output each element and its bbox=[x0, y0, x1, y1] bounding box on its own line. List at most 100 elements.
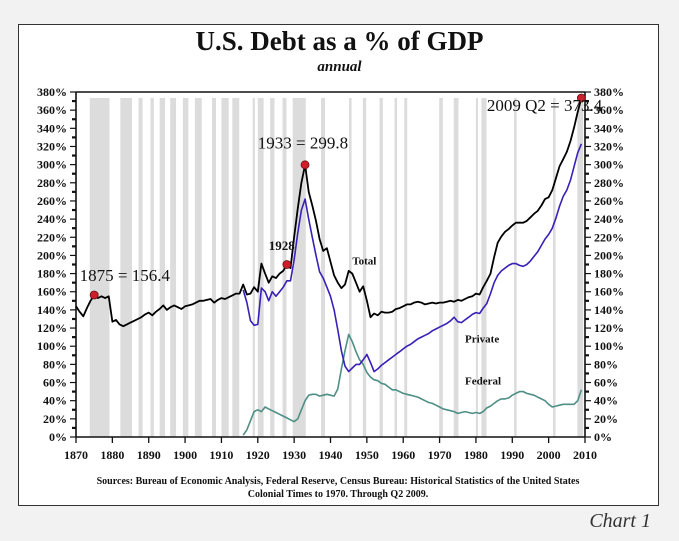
recession-band bbox=[89, 98, 110, 437]
y-tick-label-left: 320% bbox=[37, 139, 67, 153]
recession-band bbox=[120, 98, 132, 437]
y-tick-label-left: 220% bbox=[37, 230, 67, 244]
y-tick-label-left: 180% bbox=[37, 267, 67, 281]
recession-band bbox=[270, 98, 275, 437]
sources-line-1: Sources: Bureau of Economic Analysis, Fe… bbox=[96, 476, 580, 487]
y-tick-label-right: 200% bbox=[594, 248, 624, 262]
recession-band bbox=[453, 98, 459, 437]
chart-title: U.S. Debt as a % of GDP bbox=[195, 26, 484, 56]
y-tick-label-left: 0% bbox=[49, 430, 67, 444]
recession-band bbox=[349, 98, 352, 437]
recession-band bbox=[404, 98, 408, 437]
sources-line-2: Colonial Times to 1970. Through Q2 2009. bbox=[247, 489, 429, 500]
annotation-label: 1933 = 299.8 bbox=[258, 133, 348, 152]
y-tick-label-right: 220% bbox=[594, 230, 624, 244]
recession-band bbox=[577, 98, 584, 437]
recession-band bbox=[475, 98, 478, 437]
x-tick-label: 1870 bbox=[64, 448, 88, 462]
chart-subtitle: annual bbox=[317, 59, 362, 75]
axes: 0% 20% 40% 60% 80% 100% 120% 140% 160% 180% 200% 22… bbox=[37, 85, 624, 462]
y-tick-label-right: 300% bbox=[594, 158, 624, 172]
x-tick-label: 1990 bbox=[500, 448, 524, 462]
y-tick-label-left: 60% bbox=[43, 376, 67, 390]
sources-note: Sources: Bureau of Economic Analysis, Fe… bbox=[28, 475, 648, 501]
recession-band bbox=[439, 98, 443, 437]
series-label-total: Total bbox=[352, 256, 376, 268]
y-tick-label-left: 300% bbox=[37, 158, 67, 172]
annotation-label: 1875 = 156.4 bbox=[80, 266, 171, 285]
recession-band bbox=[321, 98, 326, 437]
series-line-private bbox=[242, 143, 583, 373]
y-tick-label-right: 40% bbox=[594, 394, 618, 408]
x-tick-label: 1900 bbox=[173, 448, 197, 462]
y-tick-label-right: 180% bbox=[594, 267, 624, 281]
y-tick-label-right: 280% bbox=[594, 176, 624, 190]
y-tick-label-right: 120% bbox=[594, 321, 624, 335]
y-tick-label-left: 340% bbox=[37, 121, 67, 135]
chart-number-tag: Chart 1 bbox=[589, 510, 651, 532]
recession-band bbox=[211, 98, 216, 437]
data-marker bbox=[300, 160, 310, 170]
series-label-private: Private bbox=[465, 334, 499, 346]
recession-band bbox=[292, 98, 306, 437]
recession-band bbox=[159, 98, 166, 437]
y-tick-label-left: 280% bbox=[37, 176, 67, 190]
recession-band bbox=[170, 98, 176, 437]
recession-band bbox=[194, 98, 202, 437]
y-tick-label-left: 120% bbox=[37, 321, 67, 335]
y-tick-label-left: 100% bbox=[37, 339, 67, 353]
x-tick-label: 1980 bbox=[464, 448, 488, 462]
x-tick-label: 1940 bbox=[319, 448, 343, 462]
x-tick-label: 1910 bbox=[209, 448, 233, 462]
y-tick-label-right: 140% bbox=[594, 303, 624, 317]
recession-band bbox=[150, 98, 154, 437]
x-tick-label: 1970 bbox=[428, 448, 452, 462]
y-tick-label-right: 160% bbox=[594, 285, 624, 299]
y-tick-label-right: 240% bbox=[594, 212, 624, 226]
x-tick-label: 1950 bbox=[355, 448, 379, 462]
x-tick-label: 2000 bbox=[537, 448, 561, 462]
y-tick-label-right: 100% bbox=[594, 339, 624, 353]
y-tick-label-right: 380% bbox=[594, 85, 624, 99]
x-tick-label: 1930 bbox=[282, 448, 306, 462]
series-lines bbox=[75, 97, 583, 436]
labels: 1875 = 156.4 1933 = 299.8 1928 2009 Q2 = 37… bbox=[80, 96, 603, 387]
y-tick-label-right: 320% bbox=[594, 139, 624, 153]
annotation-label: 2009 Q2 = 373.4 bbox=[487, 96, 603, 115]
y-tick-label-right: 80% bbox=[594, 357, 618, 371]
y-tick-label-right: 0% bbox=[594, 430, 612, 444]
recession-band bbox=[138, 98, 143, 437]
markers bbox=[89, 93, 586, 300]
y-tick-label-left: 160% bbox=[37, 285, 67, 299]
y-tick-label-left: 20% bbox=[43, 412, 67, 426]
y-tick-label-left: 40% bbox=[43, 394, 67, 408]
series-label-federal: Federal bbox=[465, 375, 501, 387]
y-tick-label-right: 60% bbox=[594, 376, 618, 390]
data-marker bbox=[89, 290, 99, 300]
y-tick-label-right: 20% bbox=[594, 412, 618, 426]
recession-band bbox=[232, 98, 240, 437]
recession-band bbox=[481, 98, 487, 437]
y-tick-label-left: 80% bbox=[43, 357, 67, 371]
data-marker bbox=[282, 260, 292, 269]
y-tick-label-left: 360% bbox=[37, 103, 67, 117]
y-tick-label-left: 140% bbox=[37, 303, 67, 317]
x-tick-label: 1960 bbox=[391, 448, 415, 462]
series-line-federal bbox=[242, 333, 583, 436]
x-tick-label: 2010 bbox=[573, 448, 597, 462]
x-tick-label: 1890 bbox=[137, 448, 161, 462]
recession-band bbox=[379, 98, 383, 437]
y-tick-label-left: 240% bbox=[37, 212, 67, 226]
y-tick-label-right: 340% bbox=[594, 121, 624, 135]
data-marker bbox=[576, 93, 586, 103]
recession-band bbox=[394, 98, 398, 437]
y-tick-label-right: 260% bbox=[594, 194, 624, 208]
recession-band bbox=[252, 98, 255, 437]
recession-band bbox=[362, 98, 367, 437]
recession-band bbox=[514, 98, 517, 437]
recession-bands bbox=[89, 98, 584, 437]
y-tick-label-left: 260% bbox=[37, 194, 67, 208]
y-tick-label-left: 380% bbox=[37, 85, 67, 99]
recession-band bbox=[221, 98, 229, 437]
